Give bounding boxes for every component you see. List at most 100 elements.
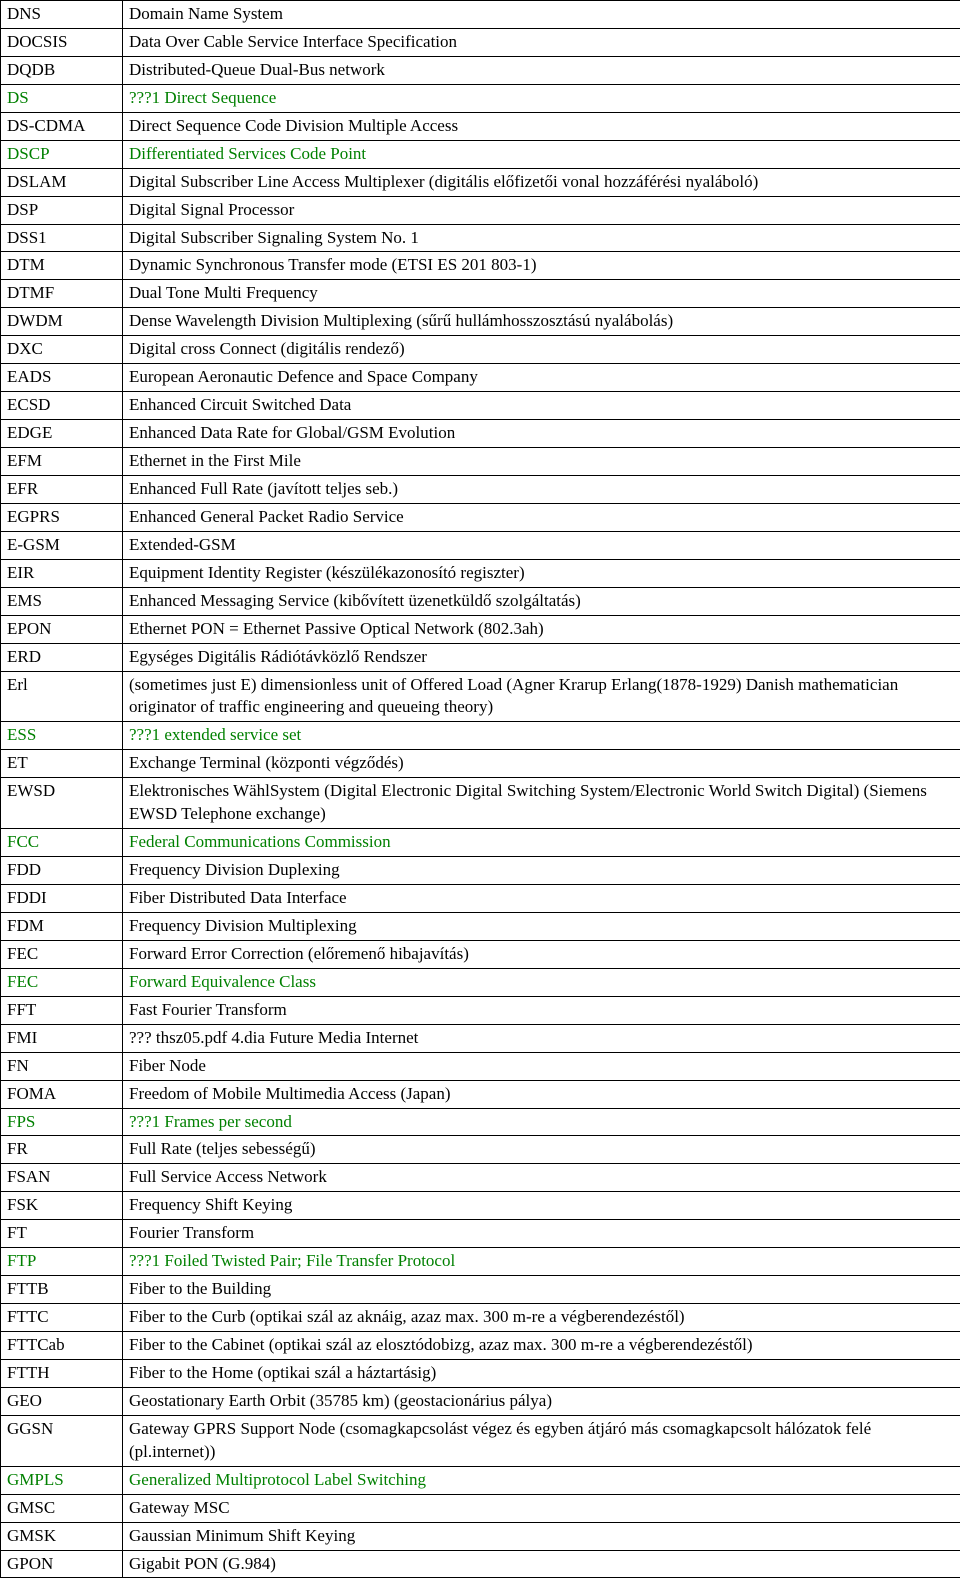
- table-row: FECForward Equivalence Class: [1, 968, 960, 996]
- abbr-cell: GPON: [1, 1550, 123, 1578]
- abbr-cell: FT: [1, 1220, 123, 1248]
- abbr-cell: DSCP: [1, 140, 123, 168]
- definition-cell: Freedom of Mobile Multimedia Access (Jap…: [123, 1080, 960, 1108]
- table-row: DQDBDistributed-Queue Dual-Bus network: [1, 56, 960, 84]
- abbr-cell: FSK: [1, 1192, 123, 1220]
- abbr-cell: FEC: [1, 968, 123, 996]
- definition-cell: Dual Tone Multi Frequency: [123, 280, 960, 308]
- abbr-cell: DSLAM: [1, 168, 123, 196]
- abbr-cell: DS: [1, 84, 123, 112]
- table-row: DSPDigital Signal Processor: [1, 196, 960, 224]
- glossary-tbody: DNSDomain Name SystemDOCSISData Over Cab…: [1, 1, 960, 1578]
- abbr-cell: FFT: [1, 996, 123, 1024]
- table-row: FMI??? thsz05.pdf 4.dia Future Media Int…: [1, 1024, 960, 1052]
- definition-cell: Fourier Transform: [123, 1220, 960, 1248]
- table-row: GEOGeostationary Earth Orbit (35785 km) …: [1, 1387, 960, 1415]
- abbr-cell: DTMF: [1, 280, 123, 308]
- definition-cell: ???1 Foiled Twisted Pair; File Transfer …: [123, 1248, 960, 1276]
- abbr-cell: GMSK: [1, 1522, 123, 1550]
- table-row: GGSNGateway GPRS Support Node (csomagkap…: [1, 1415, 960, 1466]
- table-row: EFREnhanced Full Rate (javított teljes s…: [1, 475, 960, 503]
- abbr-cell: GMPLS: [1, 1466, 123, 1494]
- table-row: FDDIFiber Distributed Data Interface: [1, 885, 960, 913]
- abbr-cell: FTTCab: [1, 1332, 123, 1360]
- definition-cell: Equipment Identity Register (készülékazo…: [123, 559, 960, 587]
- abbr-cell: FDDI: [1, 885, 123, 913]
- abbr-cell: EFR: [1, 475, 123, 503]
- definition-cell: ??? thsz05.pdf 4.dia Future Media Intern…: [123, 1024, 960, 1052]
- abbr-cell: FDD: [1, 857, 123, 885]
- definition-cell: Dense Wavelength Division Multiplexing (…: [123, 308, 960, 336]
- abbr-cell: ECSD: [1, 392, 123, 420]
- table-row: GPONGigabit PON (G.984): [1, 1550, 960, 1578]
- abbr-cell: DQDB: [1, 56, 123, 84]
- abbr-cell: DXC: [1, 336, 123, 364]
- glossary-table: DNSDomain Name SystemDOCSISData Over Cab…: [0, 0, 960, 1578]
- table-row: ETExchange Terminal (központi végződés): [1, 750, 960, 778]
- abbr-cell: FTTH: [1, 1359, 123, 1387]
- table-row: EDGEEnhanced Data Rate for Global/GSM Ev…: [1, 420, 960, 448]
- table-row: FTTCFiber to the Curb (optikai szál az a…: [1, 1304, 960, 1332]
- definition-cell: ???1 Direct Sequence: [123, 84, 960, 112]
- definition-cell: Enhanced General Packet Radio Service: [123, 503, 960, 531]
- definition-cell: ???1 Frames per second: [123, 1108, 960, 1136]
- abbr-cell: EPON: [1, 615, 123, 643]
- table-row: FDDFrequency Division Duplexing: [1, 857, 960, 885]
- table-row: EPONEthernet PON = Ethernet Passive Opti…: [1, 615, 960, 643]
- definition-cell: Dynamic Synchronous Transfer mode (ETSI …: [123, 252, 960, 280]
- definition-cell: Distributed-Queue Dual-Bus network: [123, 56, 960, 84]
- definition-cell: Digital cross Connect (digitális rendező…: [123, 336, 960, 364]
- definition-cell: Extended-GSM: [123, 531, 960, 559]
- abbr-cell: DNS: [1, 1, 123, 29]
- table-row: GMSKGaussian Minimum Shift Keying: [1, 1522, 960, 1550]
- table-row: EFMEthernet in the First Mile: [1, 448, 960, 476]
- definition-cell: Gateway MSC: [123, 1494, 960, 1522]
- table-row: FOMAFreedom of Mobile Multimedia Access …: [1, 1080, 960, 1108]
- definition-cell: Differentiated Services Code Point: [123, 140, 960, 168]
- abbr-cell: GGSN: [1, 1415, 123, 1466]
- definition-cell: Forward Equivalence Class: [123, 968, 960, 996]
- definition-cell: Fiber to the Home (optikai szál a háztar…: [123, 1359, 960, 1387]
- definition-cell: Geostationary Earth Orbit (35785 km) (ge…: [123, 1387, 960, 1415]
- table-row: DS???1 Direct Sequence: [1, 84, 960, 112]
- definition-cell: Generalized Multiprotocol Label Switchin…: [123, 1466, 960, 1494]
- table-row: GMPLSGeneralized Multiprotocol Label Swi…: [1, 1466, 960, 1494]
- table-row: FNFiber Node: [1, 1052, 960, 1080]
- definition-cell: Gaussian Minimum Shift Keying: [123, 1522, 960, 1550]
- abbr-cell: ERD: [1, 643, 123, 671]
- definition-cell: Fiber to the Building: [123, 1276, 960, 1304]
- table-row: DNSDomain Name System: [1, 1, 960, 29]
- abbr-cell: FTTC: [1, 1304, 123, 1332]
- definition-cell: Elektronisches WählSystem (Digital Elect…: [123, 778, 960, 829]
- definition-cell: Fast Fourier Transform: [123, 996, 960, 1024]
- abbr-cell: FTP: [1, 1248, 123, 1276]
- table-row: FRFull Rate (teljes sebességű): [1, 1136, 960, 1164]
- table-row: DSCPDifferentiated Services Code Point: [1, 140, 960, 168]
- table-row: DSS1Digital Subscriber Signaling System …: [1, 224, 960, 252]
- abbr-cell: GEO: [1, 1387, 123, 1415]
- abbr-cell: E-GSM: [1, 531, 123, 559]
- abbr-cell: DSS1: [1, 224, 123, 252]
- abbr-cell: DWDM: [1, 308, 123, 336]
- table-row: DWDMDense Wavelength Division Multiplexi…: [1, 308, 960, 336]
- table-row: FSKFrequency Shift Keying: [1, 1192, 960, 1220]
- table-row: FPS???1 Frames per second: [1, 1108, 960, 1136]
- abbr-cell: FSAN: [1, 1164, 123, 1192]
- definition-cell: European Aeronautic Defence and Space Co…: [123, 364, 960, 392]
- definition-cell: Frequency Shift Keying: [123, 1192, 960, 1220]
- definition-cell: Enhanced Messaging Service (kibővített ü…: [123, 587, 960, 615]
- definition-cell: Fiber to the Curb (optikai szál az aknái…: [123, 1304, 960, 1332]
- table-row: ERDEgységes Digitális Rádiótávközlő Rend…: [1, 643, 960, 671]
- table-row: FECForward Error Correction (előremenő h…: [1, 940, 960, 968]
- abbr-cell: DOCSIS: [1, 28, 123, 56]
- definition-cell: Enhanced Full Rate (javított teljes seb.…: [123, 475, 960, 503]
- abbr-cell: DTM: [1, 252, 123, 280]
- definition-cell: Fiber Distributed Data Interface: [123, 885, 960, 913]
- table-row: EIREquipment Identity Register (készülék…: [1, 559, 960, 587]
- definition-cell: Full Service Access Network: [123, 1164, 960, 1192]
- definition-cell: Exchange Terminal (központi végződés): [123, 750, 960, 778]
- definition-cell: Direct Sequence Code Division Multiple A…: [123, 112, 960, 140]
- abbr-cell: EWSD: [1, 778, 123, 829]
- definition-cell: Frequency Division Duplexing: [123, 857, 960, 885]
- abbr-cell: FTTB: [1, 1276, 123, 1304]
